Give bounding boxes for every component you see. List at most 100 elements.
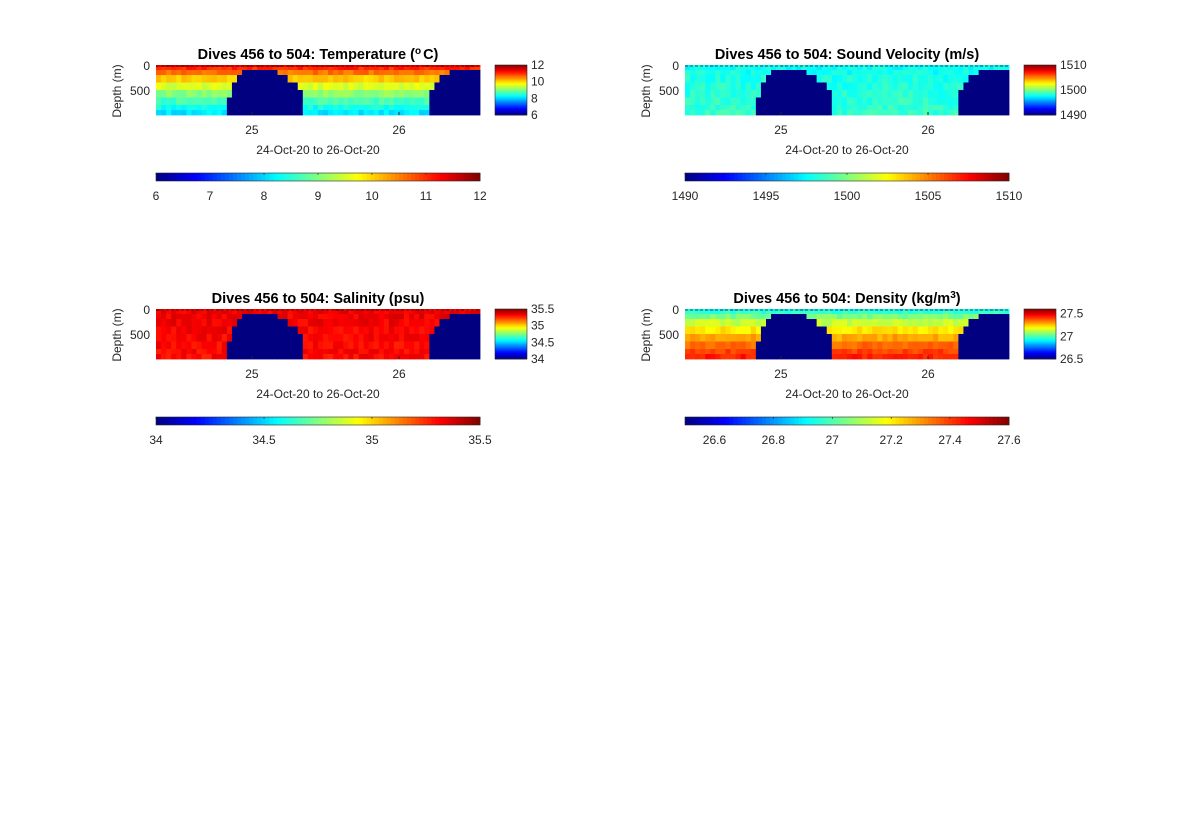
- heatmap-cell: [323, 319, 329, 327]
- heatmap-cell: [755, 105, 762, 111]
- heatmap-cell: [312, 67, 319, 71]
- hcolorbar-segment: [883, 173, 888, 181]
- heatmap-cell: [181, 326, 187, 335]
- heatmap-cell: [821, 341, 828, 350]
- colorbar-segment: [1024, 107, 1056, 110]
- heatmap-cell: [424, 319, 430, 327]
- y-tick-label: 500: [130, 84, 150, 98]
- heatmap-cell: [745, 65, 752, 68]
- hcolorbar-tick-label: 1495: [753, 189, 780, 203]
- heatmap-cell: [216, 319, 223, 327]
- heatmap-cell: [267, 97, 273, 106]
- heatmap-cell: [917, 97, 924, 106]
- heatmap-cell: [786, 70, 792, 76]
- heatmap-cell: [181, 67, 187, 71]
- heatmap-cell: [730, 314, 737, 320]
- heatmap-cell: [267, 65, 273, 68]
- hcolorbar-segment: [778, 173, 783, 181]
- heatmap-cell: [211, 97, 218, 106]
- heatmap-cell: [444, 67, 451, 71]
- heatmap-cell: [206, 97, 213, 106]
- heatmap-cell: [725, 354, 731, 360]
- heatmap-cell: [867, 97, 873, 106]
- heatmap-cell: [776, 97, 782, 106]
- heatmap-cell: [206, 67, 213, 71]
- hcolorbar-segment: [709, 173, 714, 181]
- heatmap-cell: [725, 326, 731, 335]
- hcolorbar-segment: [964, 173, 969, 181]
- heatmap-cell: [449, 105, 456, 111]
- hcolorbar-tick-label: 34.5: [252, 433, 276, 447]
- hcolorbar-segment: [855, 417, 860, 425]
- hcolorbar-frame: [155, 416, 481, 426]
- heatmap-cell: [983, 110, 990, 116]
- heatmap-cell: [343, 314, 349, 320]
- heatmap-cell: [786, 341, 792, 350]
- heatmap-cell: [735, 354, 742, 360]
- heatmap-cell: [231, 334, 238, 342]
- heatmap-cell: [771, 309, 777, 312]
- heatmap-cell: [917, 326, 924, 335]
- hcolorbar-segment: [301, 173, 307, 181]
- heatmap-cell: [943, 105, 949, 111]
- heatmap-cell: [323, 354, 329, 360]
- heatmap-cell: [302, 65, 309, 68]
- heatmap-cell: [171, 319, 177, 327]
- hcolorbar-segment: [342, 173, 347, 181]
- heatmap-cell: [378, 341, 385, 350]
- heatmap-cell: [343, 75, 349, 83]
- hcolorbar-segment: [802, 417, 807, 425]
- colorbar-frame: [1023, 64, 1057, 116]
- heatmap-cell: [363, 75, 370, 83]
- heatmap-cell: [700, 82, 706, 91]
- heatmap-cell: [826, 319, 833, 327]
- heatmap-cell: [267, 311, 273, 315]
- heatmap-cell: [226, 319, 233, 327]
- heatmap-cell: [877, 311, 883, 315]
- heatmap-cell: [267, 110, 273, 116]
- heatmap-cell: [725, 70, 731, 76]
- heatmap-cell: [348, 70, 354, 76]
- colorbar-segment: [495, 92, 527, 95]
- heatmap-cell: [760, 334, 767, 342]
- heatmap-cell: [831, 97, 838, 106]
- heatmap-cell: [776, 65, 782, 68]
- heatmap-cell: [257, 309, 263, 312]
- heatmap-cell: [171, 326, 177, 335]
- heatmap-cell: [201, 354, 208, 360]
- heatmap-cell: [358, 70, 364, 76]
- heatmap-cell: [348, 354, 354, 360]
- heatmap-cell: [735, 334, 742, 342]
- heatmap-cell: [963, 354, 969, 360]
- heatmap-cell: [267, 354, 273, 360]
- heatmap-cell: [993, 319, 1000, 327]
- heatmap-cell: [867, 105, 873, 111]
- heatmap-cell: [902, 341, 909, 350]
- heatmap-cell: [690, 90, 696, 98]
- heatmap-cell: [221, 97, 228, 106]
- heatmap-cell: [1003, 311, 1010, 315]
- heatmap-cell: [292, 311, 299, 315]
- heatmap-cell: [983, 334, 990, 342]
- colorbar-segment: [495, 111, 527, 113]
- heatmap-cell: [862, 314, 868, 320]
- hcolorbar-segment: [427, 417, 432, 425]
- heatmap-cell: [348, 349, 354, 355]
- hcolorbar-segment: [354, 417, 359, 425]
- heatmap-cell: [841, 334, 848, 342]
- heatmap-cell: [912, 326, 919, 335]
- heatmap-cell: [993, 82, 1000, 91]
- hcolorbar-segment: [334, 417, 339, 425]
- heatmap-cell: [781, 319, 787, 327]
- heatmap-cell: [176, 90, 182, 98]
- heatmap-cell: [877, 82, 883, 91]
- heatmap-cell: [161, 75, 167, 83]
- heatmap-cell: [852, 90, 858, 98]
- heatmap-cell: [943, 97, 949, 106]
- heatmap-cell: [902, 70, 909, 76]
- heatmap-cell: [302, 326, 309, 335]
- colorbar-segment: [1024, 98, 1056, 101]
- heatmap-cell: [928, 314, 934, 320]
- heatmap-cell: [368, 314, 375, 320]
- heatmap-cell: [328, 65, 334, 68]
